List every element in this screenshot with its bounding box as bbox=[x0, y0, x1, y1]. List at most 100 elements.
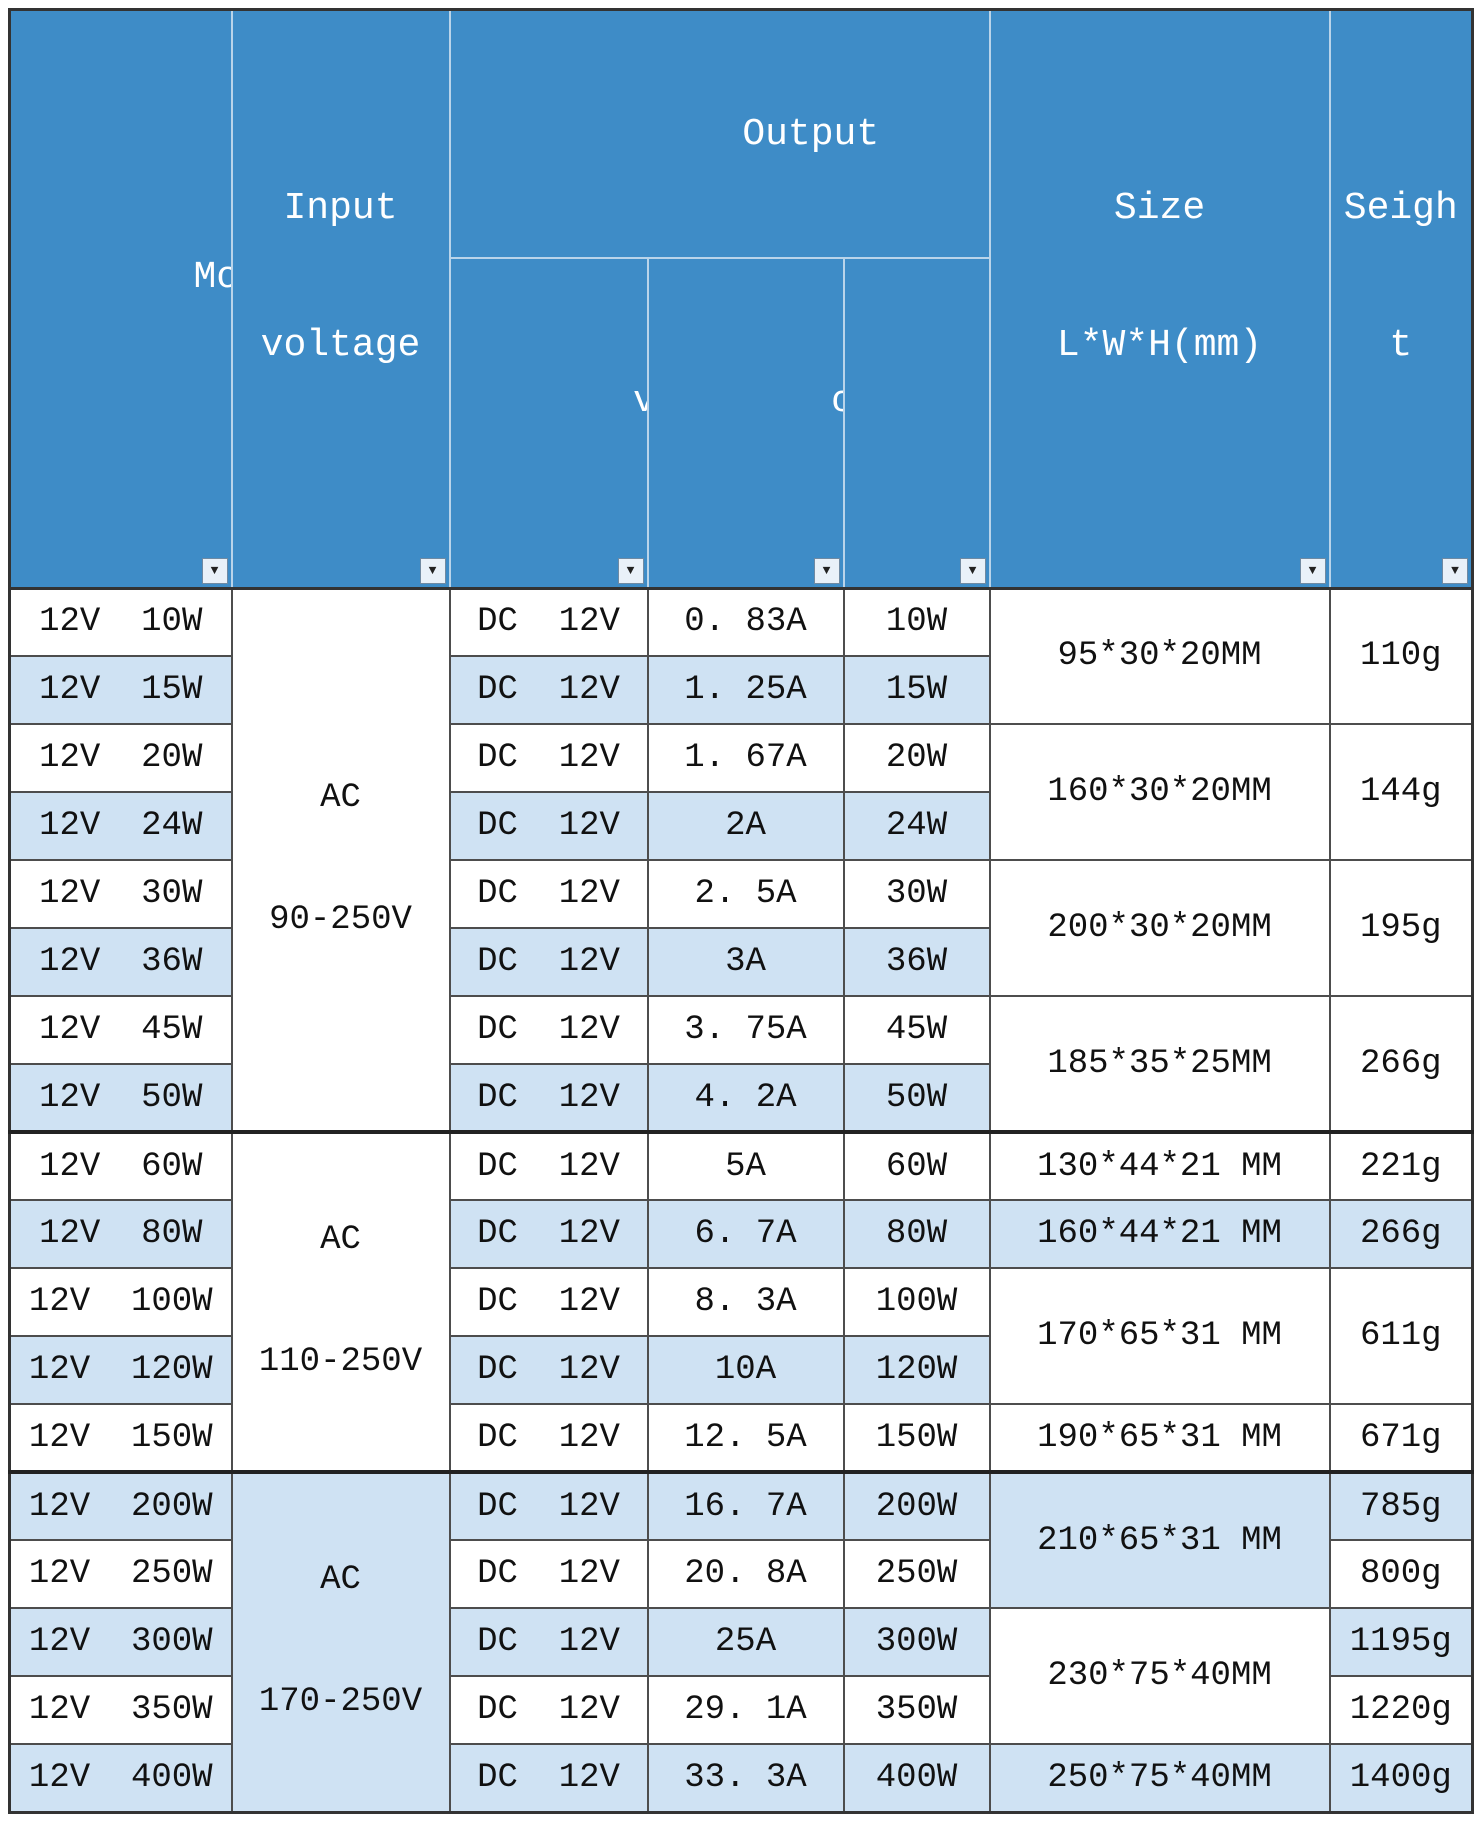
input-voltage-line2: 110-250V bbox=[258, 1343, 423, 1382]
cell-output-voltage: DC 12V bbox=[448, 1130, 649, 1202]
cell-output-voltage: DC 12V bbox=[448, 1539, 649, 1610]
output-voltage-filter-button[interactable]: ▼ bbox=[617, 557, 644, 584]
cell-output-power: 80W bbox=[842, 1199, 991, 1270]
cell-output-current: 29. 1A bbox=[646, 1675, 845, 1746]
weight-header-line1: Seigh bbox=[1343, 187, 1458, 230]
input-header-line1: Input bbox=[283, 187, 398, 230]
cell-model: 12V 50W bbox=[8, 1063, 233, 1134]
table-row: 12V 200W AC 170-250V DC 12V 16. 7A 200W … bbox=[8, 1470, 1474, 1814]
table-row: 12V 100W DC 12V 8. 3A 100W 170*65*31 MM … bbox=[8, 1267, 1474, 1406]
output-current-filter-button[interactable]: ▼ bbox=[813, 557, 840, 584]
cell-output-current: 1. 25A bbox=[646, 655, 845, 726]
model-filter-button[interactable]: ▼ bbox=[201, 557, 228, 584]
cell-output-power: 10W bbox=[842, 587, 991, 658]
table-row: 12V 150W DC 12V 12. 5A 150W 190*65*31 MM… bbox=[8, 1403, 1474, 1474]
cell-output-current: 25A bbox=[646, 1607, 845, 1678]
cell-size: 200*30*20MM bbox=[988, 859, 1331, 998]
chevron-down-icon: ▼ bbox=[210, 562, 219, 578]
cell-weight: 611g bbox=[1328, 1267, 1474, 1406]
size-column-header: Size L*W*H(mm) ▼ bbox=[988, 8, 1331, 590]
cell-model: 12V 250W bbox=[8, 1539, 233, 1610]
cell-size: 95*30*20MM bbox=[988, 587, 1331, 726]
size-filter-button[interactable]: ▼ bbox=[1299, 557, 1326, 584]
spec-table: Model ▼ Input voltage ▼ Output Size L*W*… bbox=[8, 8, 1475, 1814]
cell-model: 12V 80W bbox=[8, 1199, 233, 1270]
cell-weight: 195g bbox=[1328, 859, 1474, 998]
cell-size: 185*35*25MM bbox=[988, 995, 1331, 1134]
output-current-column-header: current ▼ bbox=[646, 257, 845, 590]
cell-output-power: 45W bbox=[842, 995, 991, 1066]
cell-weight: 671g bbox=[1328, 1403, 1474, 1474]
cell-output-power: 400W bbox=[842, 1743, 991, 1814]
cell-model: 12V 45W bbox=[8, 995, 233, 1066]
cell-size: 160*30*20MM bbox=[988, 723, 1331, 862]
cell-size: 190*65*31 MM bbox=[988, 1403, 1331, 1474]
cell-output-current: 1. 67A bbox=[646, 723, 845, 794]
cell-output-voltage: DC 12V bbox=[448, 1199, 649, 1270]
cell-weight: 144g bbox=[1328, 723, 1474, 862]
cell-output-current: 20. 8A bbox=[646, 1539, 845, 1610]
table-row: 12V 50W DC 12V 4. 2A 50W bbox=[8, 1063, 1473, 1134]
output-voltage-column-header: voltage ▼ bbox=[448, 257, 649, 590]
input-voltage-line1: AC bbox=[320, 1561, 361, 1600]
cell-weight: 266g bbox=[1328, 1199, 1474, 1270]
cell-model: 12V 300W bbox=[8, 1607, 233, 1678]
cell-output-power: 24W bbox=[842, 791, 991, 862]
table-row: 12V 36W DC 12V 3A 36W bbox=[8, 927, 1473, 998]
table-row: 12V 20W DC 12V 1. 67A 20W 160*30*20MM 14… bbox=[8, 723, 1474, 862]
output-current-header-label: current bbox=[831, 380, 842, 423]
cell-output-current: 4. 2A bbox=[646, 1063, 845, 1134]
output-group-header: Output bbox=[448, 8, 991, 260]
cell-output-current: 2A bbox=[646, 791, 845, 862]
cell-size: 170*65*31 MM bbox=[988, 1267, 1331, 1406]
cell-output-voltage: DC 12V bbox=[448, 587, 649, 658]
table-row: 12V 15W DC 12V 1. 25A 15W bbox=[8, 655, 1473, 726]
cell-output-power: 150W bbox=[842, 1403, 991, 1474]
weight-filter-button[interactable]: ▼ bbox=[1442, 557, 1469, 584]
header-row-2: voltage ▼ current ▼ power ▼ bbox=[10, 257, 1473, 590]
table-row: 12V 30W DC 12V 2. 5A 30W 200*30*20MM 195… bbox=[8, 859, 1474, 998]
chevron-down-icon: ▼ bbox=[428, 562, 437, 578]
cell-model: 12V 36W bbox=[8, 927, 233, 998]
cell-output-voltage: DC 12V bbox=[448, 1675, 649, 1746]
cell-weight: 785g bbox=[1328, 1470, 1474, 1542]
model-column-header: Model ▼ bbox=[8, 8, 233, 590]
cell-model: 12V 60W bbox=[8, 1130, 233, 1202]
cell-model: 12V 30W bbox=[8, 859, 233, 930]
cell-output-current: 10A bbox=[646, 1335, 845, 1406]
cell-weight: 110g bbox=[1328, 587, 1474, 726]
input-voltage-filter-button[interactable]: ▼ bbox=[419, 557, 446, 584]
cell-input-voltage: AC 170-250V bbox=[230, 1470, 451, 1814]
cell-weight: 1195g bbox=[1328, 1607, 1474, 1678]
cell-weight: 800g bbox=[1328, 1539, 1474, 1610]
cell-output-voltage: DC 12V bbox=[448, 859, 649, 930]
input-voltage-line1: AC bbox=[320, 1221, 361, 1260]
output-power-filter-button[interactable]: ▼ bbox=[959, 557, 986, 584]
size-header-line1: Size bbox=[1113, 187, 1206, 230]
cell-output-power: 50W bbox=[842, 1063, 991, 1134]
cell-output-voltage: DC 12V bbox=[448, 723, 649, 794]
cell-model: 12V 350W bbox=[8, 1675, 233, 1746]
cell-output-power: 15W bbox=[842, 655, 991, 726]
cell-output-power: 60W bbox=[842, 1130, 991, 1202]
size-header-line2: L*W*H(mm) bbox=[1056, 324, 1263, 368]
cell-output-power: 20W bbox=[842, 723, 991, 794]
cell-output-voltage: DC 12V bbox=[448, 655, 649, 726]
chevron-down-icon: ▼ bbox=[626, 562, 635, 578]
cell-output-current: 3A bbox=[646, 927, 845, 998]
cell-output-voltage: DC 12V bbox=[448, 1470, 649, 1542]
cell-model: 12V 10W bbox=[8, 587, 233, 658]
cell-model: 12V 120W bbox=[8, 1335, 233, 1406]
input-voltage-line1: AC bbox=[320, 778, 361, 817]
cell-output-current: 8. 3A bbox=[646, 1267, 845, 1338]
cell-input-voltage: AC 110-250V bbox=[230, 1130, 451, 1474]
cell-output-current: 16. 7A bbox=[646, 1470, 845, 1542]
input-header-line2: voltage bbox=[260, 324, 421, 368]
input-voltage-line2: 90-250V bbox=[269, 900, 412, 939]
cell-output-voltage: DC 12V bbox=[448, 791, 649, 862]
cell-output-power: 200W bbox=[842, 1470, 991, 1542]
header-row-1: Model ▼ Input voltage ▼ Output Size L*W*… bbox=[8, 8, 1474, 590]
cell-input-voltage: AC 90-250V bbox=[230, 587, 451, 1134]
cell-output-current: 12. 5A bbox=[646, 1403, 845, 1474]
